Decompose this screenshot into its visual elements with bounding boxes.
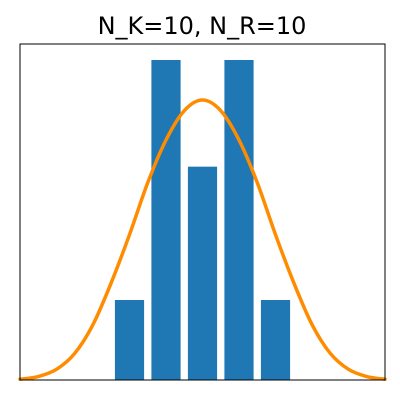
bar-4: [260, 300, 291, 380]
bar-3: [224, 60, 254, 380]
bar-series: [114, 60, 291, 380]
fit-curve-line: [18, 98, 387, 381]
fit-curve-layer: [18, 98, 387, 381]
bar-2: [187, 166, 218, 380]
plot-frame: [19, 43, 386, 381]
bar-1: [151, 60, 181, 380]
chart-title: N_K=10, N_R=10: [98, 12, 307, 40]
bar-0: [114, 300, 145, 380]
